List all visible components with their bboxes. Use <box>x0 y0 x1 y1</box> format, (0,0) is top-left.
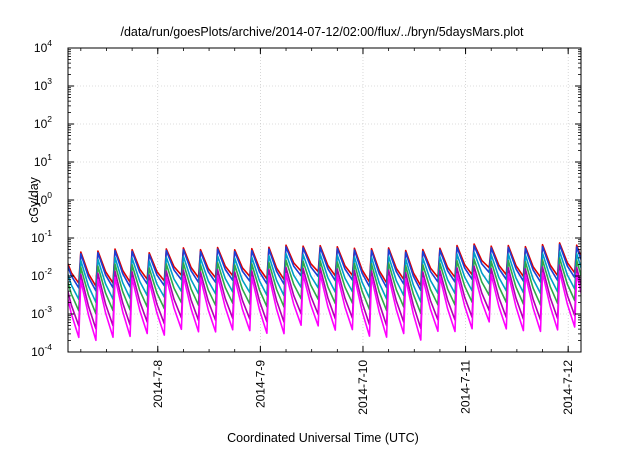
y-tick-label: 103 <box>34 76 52 93</box>
x-tick-label: 2014-7-10 <box>356 360 370 415</box>
y-tick-label: 10-2 <box>31 266 52 283</box>
x-axis-title: Coordinated Universal Time (UTC) <box>227 431 419 445</box>
y-tick-label: 104 <box>34 38 52 55</box>
axes: 10-4 10-3 10-2 10-1 100 101 102 103 104 2014-7-8 2… <box>31 38 582 415</box>
series-line-6 <box>68 270 581 342</box>
plot-frame <box>67 47 582 353</box>
grid <box>68 48 581 352</box>
y-tick-label: 10-1 <box>31 228 52 245</box>
x-tick-label: 2014-7-9 <box>253 360 267 408</box>
y-tick-label: 10-3 <box>31 304 52 321</box>
y-tick-label: 101 <box>34 152 52 169</box>
x-tick-label: 2014-7-11 <box>459 360 473 414</box>
y-tick-label: 100 <box>34 190 52 207</box>
plot-area <box>68 242 581 342</box>
y-tick-label: 10-4 <box>31 342 52 359</box>
x-tick-label: 2014-7-8 <box>151 360 165 408</box>
chart-title: /data/run/goesPlots/archive/2014-07-12/0… <box>120 25 524 39</box>
y-axis-title: cGy/day <box>27 176 41 223</box>
y-tick-label: 102 <box>34 114 52 131</box>
x-tick-label: 2014-7-12 <box>561 360 575 415</box>
